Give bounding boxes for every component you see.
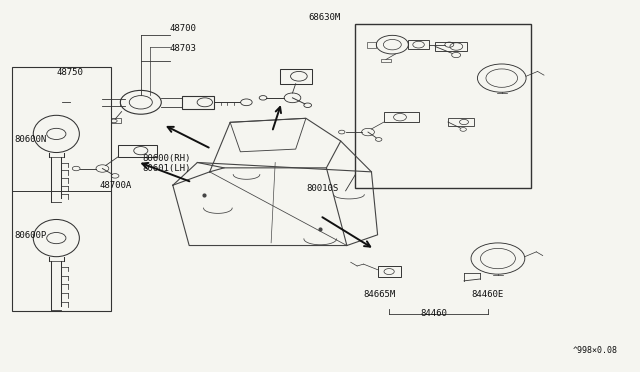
Text: 84460E: 84460E	[472, 290, 504, 299]
Bar	[378, 266, 401, 277]
Bar	[58, 99, 65, 105]
Bar	[408, 40, 429, 49]
Text: 80600N: 80600N	[14, 135, 46, 144]
Text: 48703: 48703	[170, 44, 196, 53]
Bar	[367, 42, 376, 48]
Text: 68630M: 68630M	[308, 13, 340, 22]
Bar	[448, 118, 474, 126]
Text: 80600P: 80600P	[14, 231, 46, 240]
Text: 48700: 48700	[170, 25, 196, 33]
Bar	[381, 59, 391, 62]
Text: ^998×0.08: ^998×0.08	[573, 346, 618, 355]
Bar	[118, 145, 157, 157]
Text: 80600(RH): 80600(RH)	[143, 154, 191, 163]
Bar	[280, 69, 312, 84]
Text: 84665M: 84665M	[363, 290, 395, 299]
Text: 48700A: 48700A	[99, 181, 131, 190]
Bar	[12, 67, 111, 311]
Bar	[435, 42, 467, 51]
Bar	[107, 118, 121, 123]
Text: 80601(LH): 80601(LH)	[143, 164, 191, 173]
Bar	[384, 112, 419, 122]
Text: 84460: 84460	[420, 309, 447, 318]
Bar	[182, 96, 214, 109]
Text: 80010S: 80010S	[306, 184, 338, 193]
Text: 48750: 48750	[56, 68, 83, 77]
Bar	[355, 24, 531, 188]
